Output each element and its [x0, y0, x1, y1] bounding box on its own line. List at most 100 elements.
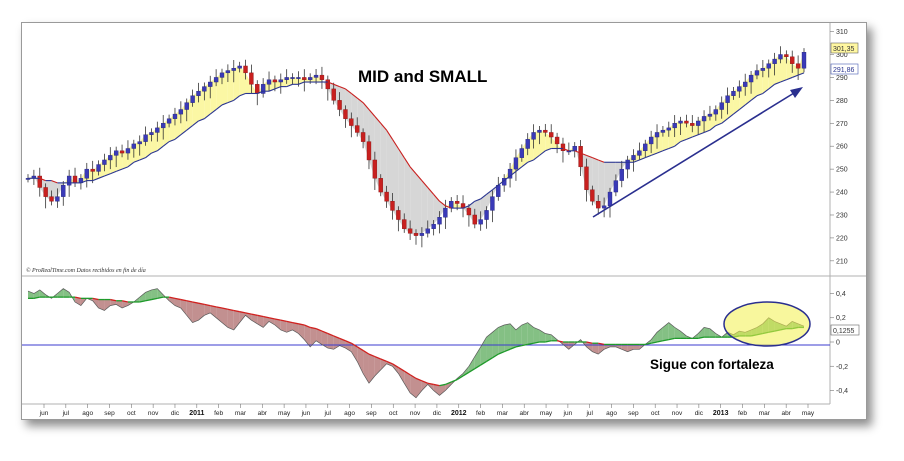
signal-segment [345, 340, 352, 344]
x-tick-label: 2012 [451, 410, 467, 417]
candle-body [184, 102, 189, 110]
y-tick-label: 0,4 [836, 291, 846, 298]
oscillator-fill-segment [709, 328, 716, 338]
candle-body [660, 129, 666, 133]
ma-segment [497, 180, 505, 186]
candle-body [584, 166, 589, 190]
candle-body [378, 178, 383, 193]
ma-segment [286, 83, 293, 88]
candle-body [72, 175, 78, 184]
ma-segment [462, 205, 470, 209]
oscillator-fill-segment [180, 299, 187, 316]
oscillator-fill-segment [468, 356, 475, 373]
x-tick-label: jul [324, 410, 332, 417]
candle-body [172, 113, 178, 119]
oscillator-fill-segment [222, 308, 228, 328]
oscillator-fill-segment [233, 310, 240, 330]
ma-segment [539, 150, 546, 156]
oscillator-y-axis: 0,4 0,2 0 -0,2 -0,4 [830, 291, 848, 395]
x-tick-label: mar [759, 410, 771, 417]
oscillator-fill-segment [186, 300, 193, 323]
x-tick-label: sep [104, 410, 115, 417]
signal-segment [198, 302, 205, 306]
candle-body [431, 223, 436, 229]
candle-body [790, 56, 795, 64]
oscillator-line [27, 288, 805, 399]
ma-segment [580, 152, 587, 156]
candle-body [360, 132, 366, 142]
signal-segment [392, 363, 399, 369]
ma-segment [527, 159, 534, 163]
y-tick-label: 270 [836, 121, 848, 128]
ma-segment [192, 120, 199, 127]
oscillator-fill-segment [245, 312, 252, 321]
oscillator-fill-segment [251, 314, 258, 324]
ma-segment [774, 81, 781, 85]
oscillator-fill-segment [368, 354, 375, 384]
ma-segment [756, 92, 764, 97]
candle-body [137, 141, 142, 145]
x-tick-label: jun [301, 410, 311, 417]
oscillator-fill-segment [151, 288, 158, 300]
oscillator-fill-segment [380, 358, 387, 370]
oscillator-fill-segment [98, 299, 105, 311]
ma-segment [215, 104, 223, 110]
spread-segment [233, 65, 240, 101]
ma-segment [445, 205, 452, 209]
x-tick-label: sep [366, 410, 377, 417]
oscillator-fill-segment [357, 346, 364, 374]
oscillator-fill-segment [269, 317, 275, 326]
ma-segment [680, 138, 687, 143]
candle-body [272, 79, 278, 83]
candle-body [666, 127, 671, 131]
oscillator-fill-segment [633, 344, 640, 350]
signal-segment [433, 383, 440, 387]
spread-segment [292, 77, 299, 85]
spread-segment [433, 194, 440, 225]
ma-segment [574, 150, 581, 154]
candle-body [266, 79, 272, 85]
candle-body [402, 219, 407, 229]
candle-body [155, 127, 160, 133]
candle-body [349, 118, 354, 126]
ma-segment [162, 141, 170, 147]
y-tick-label: 0 [836, 340, 840, 347]
spread-segment [598, 159, 605, 209]
signal-segment [192, 301, 199, 304]
oscillator-fill-segment [598, 343, 605, 355]
candle-body [596, 201, 601, 209]
spread-segment [615, 162, 622, 181]
candle-body [748, 74, 754, 83]
candle-body [84, 168, 89, 179]
candle-body [778, 54, 783, 60]
oscillator-fill-segment [274, 318, 281, 330]
ma-segment [792, 74, 799, 78]
candle-body [225, 70, 231, 74]
signal-segment [556, 340, 564, 343]
ma-segment [174, 134, 182, 140]
ma-segment [721, 118, 728, 124]
signal-segment [168, 296, 176, 299]
x-tick-label: nov [672, 410, 683, 417]
ma-segment [39, 177, 46, 182]
ma-segment [239, 92, 246, 97]
ma-segment [768, 83, 775, 90]
spread-segment [680, 120, 687, 142]
spread-segment [557, 143, 563, 151]
trend-arrow [592, 87, 803, 218]
ma-segment [110, 170, 117, 175]
ma-segment [662, 147, 669, 152]
ma-segment [186, 125, 193, 131]
oscillator-fill-segment [157, 288, 164, 299]
oscillator-fill-segment [351, 343, 358, 362]
ma-segment [350, 93, 358, 99]
ma-segment [750, 95, 758, 101]
price-y-axis: 210 220 230 240 250 260 270 280 290 300 310 [830, 29, 848, 265]
x-tick-label: may [802, 410, 815, 417]
signal-segment [204, 303, 211, 307]
oscillator-fill-segment [133, 297, 140, 302]
candle-body [90, 168, 95, 172]
x-tick-label: jul [585, 410, 593, 417]
oscillator-fill-segment [192, 301, 199, 323]
candle-body [355, 125, 360, 133]
